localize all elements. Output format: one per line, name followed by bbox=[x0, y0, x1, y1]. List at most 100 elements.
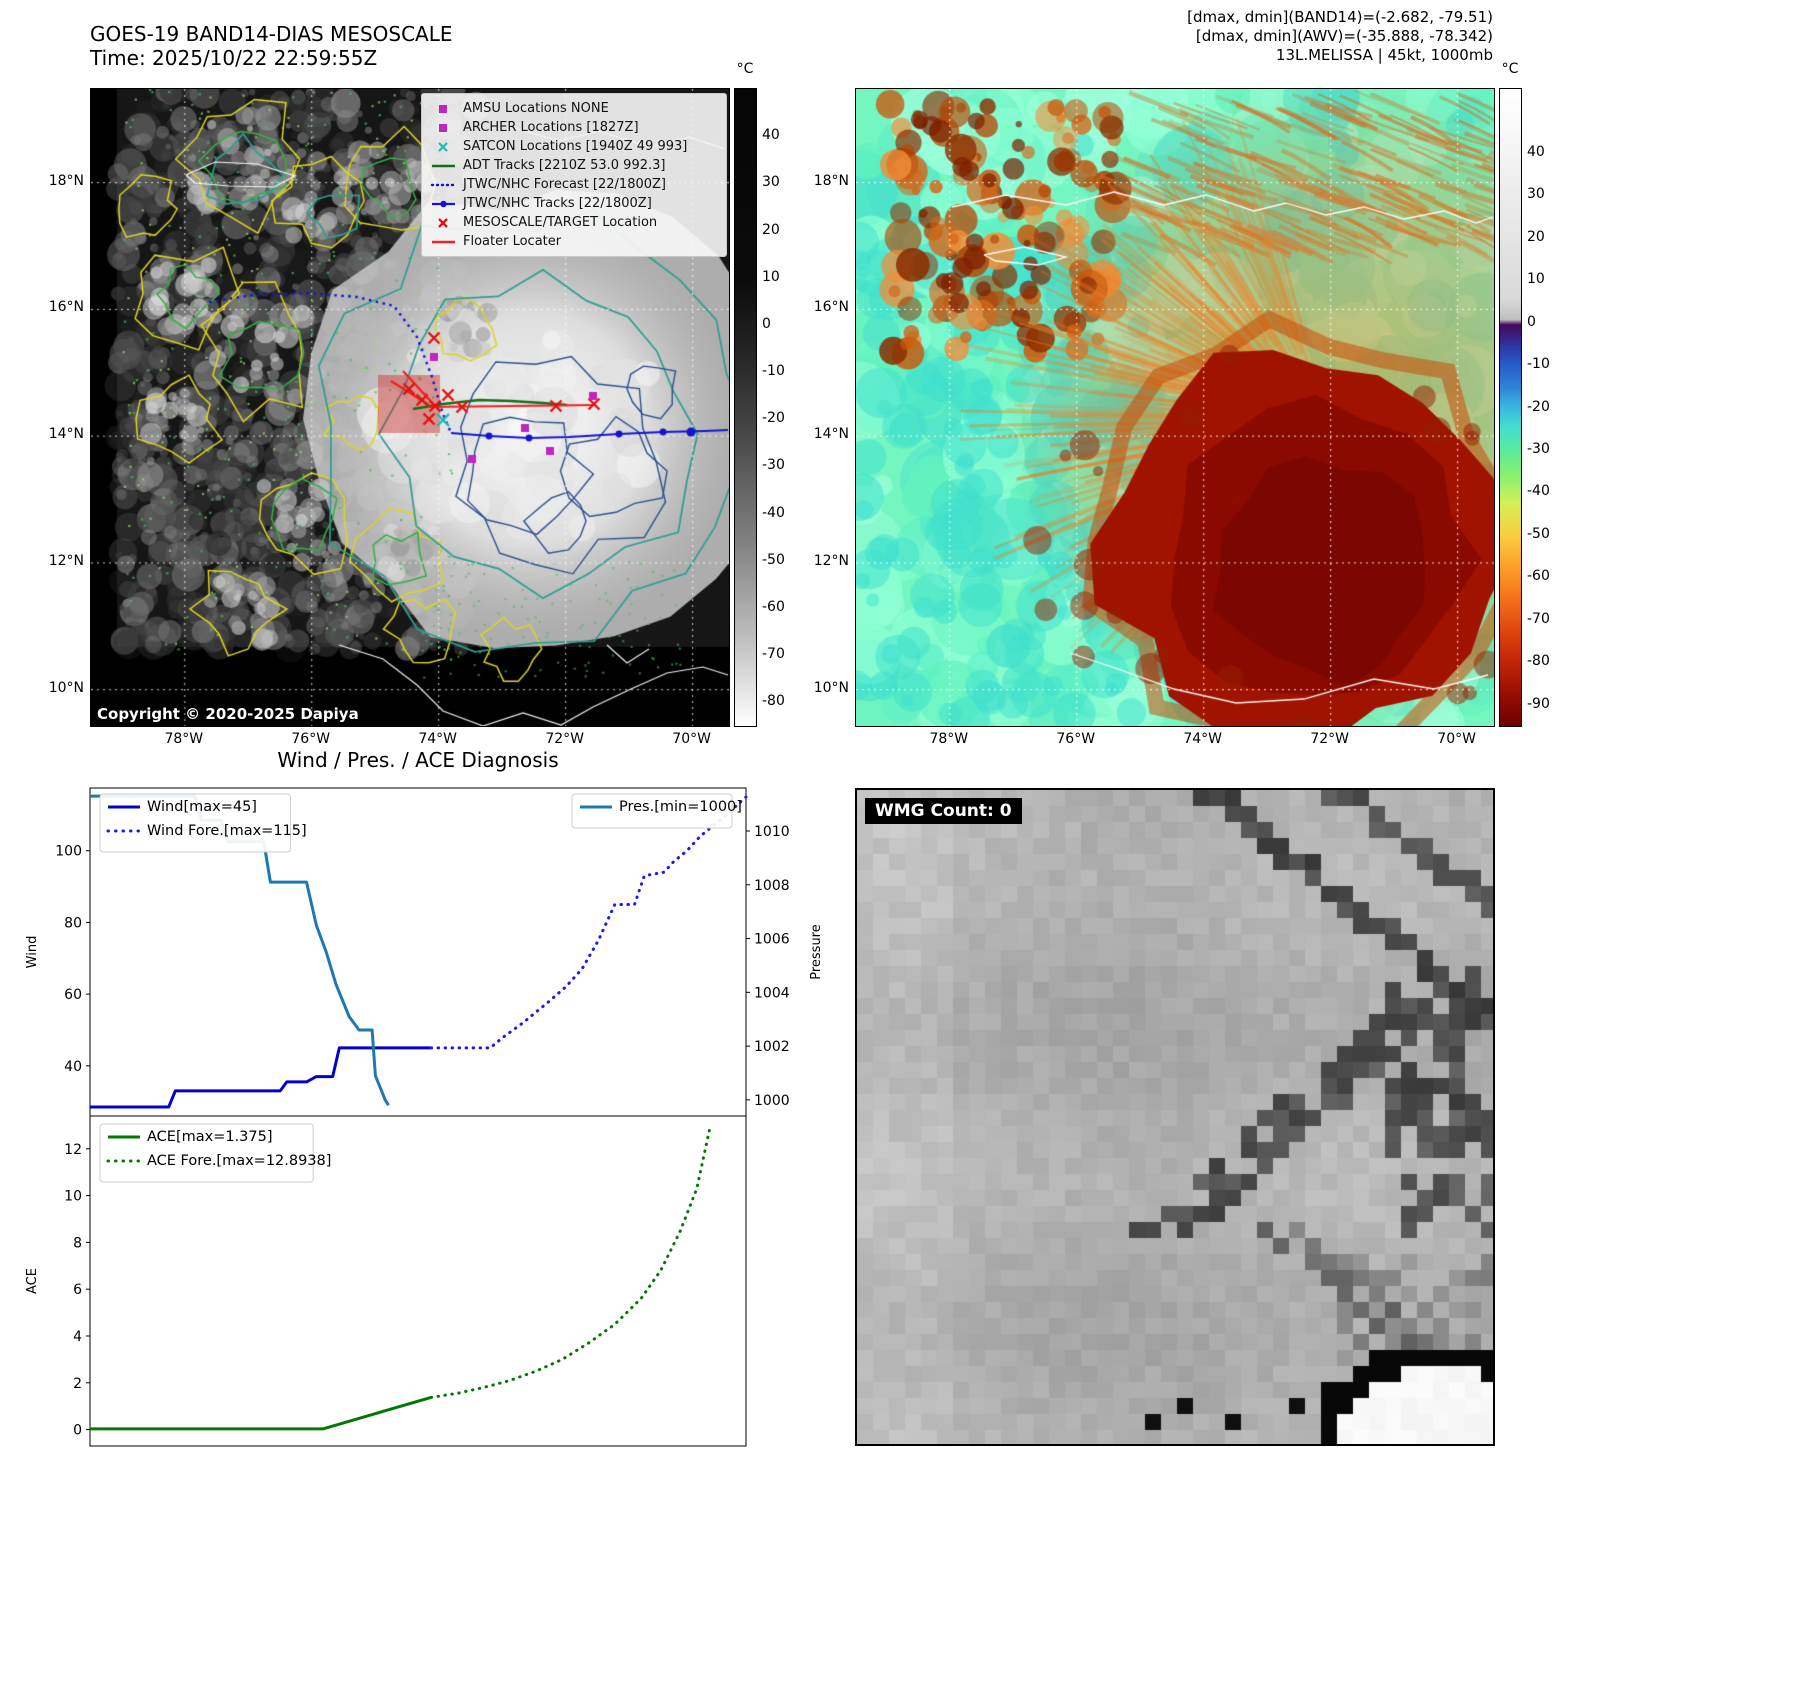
legend-item-amsu: AMSU Locations NONE bbox=[428, 99, 720, 118]
colorbar-tick-label: 0 bbox=[762, 315, 771, 332]
legend-label: JTWC/NHC Tracks [22/1800Z] bbox=[463, 196, 652, 211]
colorbar-tick-label: 30 bbox=[1527, 186, 1545, 203]
y2-tick-label: 1010 bbox=[754, 824, 790, 840]
forecast-dotted-icon bbox=[430, 183, 457, 186]
legend-label: ACE[max=1.375] bbox=[147, 1129, 273, 1145]
y-tick-label: 12 bbox=[64, 1142, 82, 1158]
awv-satellite-image bbox=[856, 89, 1494, 726]
colorbar-tick-label: -80 bbox=[1527, 653, 1550, 670]
legend-item-tracks: JTWC/NHC Tracks [22/1800Z] bbox=[428, 194, 720, 213]
band14-map-legend: AMSU Locations NONE ARCHER Locations [18… bbox=[421, 93, 727, 257]
floater-line-icon bbox=[432, 240, 455, 243]
colorbar-unit-label: °C bbox=[736, 61, 754, 77]
y-tick-label: 100 bbox=[55, 844, 82, 860]
legend-label: JTWC/NHC Forecast [22/1800Z] bbox=[463, 177, 666, 192]
y-tick-label: 10 bbox=[64, 1189, 82, 1205]
colorbar-tick-label: -50 bbox=[762, 551, 785, 568]
adt-line-icon bbox=[432, 164, 455, 167]
colorbar-tick-label: -90 bbox=[1527, 695, 1550, 712]
legend-item-archer: ARCHER Locations [1827Z] bbox=[428, 118, 720, 137]
y-tick-label: 60 bbox=[64, 987, 82, 1003]
awv-map-panel bbox=[855, 88, 1495, 727]
lon-tick-label: 70°W bbox=[672, 731, 711, 747]
legend-label: Floater Locater bbox=[463, 234, 562, 249]
y2-tick-label: 1008 bbox=[754, 878, 790, 894]
satcon-marker-icon bbox=[438, 141, 448, 152]
lon-tick-label: 76°W bbox=[291, 731, 331, 747]
y-axis-label: Wind bbox=[25, 936, 40, 969]
target-x-icon bbox=[438, 217, 448, 228]
lat-tick-label: 14°N bbox=[813, 426, 849, 443]
lon-tick-label: 72°W bbox=[1310, 731, 1349, 747]
dmax-dmin-awv: [dmax, dmin](AWV)=(-35.888, -78.342) bbox=[1195, 27, 1493, 45]
series-line bbox=[90, 1395, 432, 1431]
colorbar-tick-label: -20 bbox=[1527, 398, 1550, 415]
colorbar-tick-label: -60 bbox=[762, 599, 785, 616]
lon-tick-label: 70°W bbox=[1437, 731, 1476, 747]
legend-label: Pres.[min=1000] bbox=[619, 799, 742, 815]
colorbar-unit-label: °C bbox=[1501, 61, 1519, 77]
diagnosis-title: Wind / Pres. / ACE Diagnosis bbox=[277, 748, 559, 772]
lon-tick-label: 72°W bbox=[545, 731, 584, 747]
legend-label: ACE Fore.[max=12.8938] bbox=[147, 1153, 331, 1169]
colorbar-tick-label: -10 bbox=[762, 363, 785, 380]
y-tick-label: 8 bbox=[73, 1235, 82, 1251]
lat-tick-label: 16°N bbox=[48, 299, 84, 316]
series-line bbox=[429, 1126, 712, 1399]
storm-id-intensity: 13L.MELISSA | 45kt, 1000mb bbox=[1275, 46, 1493, 64]
colorbar-tick-label: -70 bbox=[762, 646, 785, 663]
wmg-image bbox=[857, 790, 1493, 1444]
lon-tick-label: 74°W bbox=[1183, 731, 1223, 747]
legend-label: MESOSCALE/TARGET Location bbox=[463, 215, 658, 230]
ace-chart: 0 2 4 6 8 10 12 ACE ACE[max=1.375] ACE Fore.[max=… bbox=[25, 1115, 747, 1447]
wmg-count-badge: WMG Count: 0 bbox=[865, 798, 1022, 824]
legend-label: ADT Tracks [2210Z 53.0 992.3] bbox=[463, 158, 666, 173]
y-tick-label: 0 bbox=[73, 1423, 82, 1439]
legend-label: SATCON Locations [1940Z 49 993] bbox=[463, 139, 688, 154]
lat-tick-label: 12°N bbox=[813, 552, 849, 569]
colorbar bbox=[1499, 88, 1522, 727]
y-tick-label: 80 bbox=[64, 915, 82, 931]
colorbar-tick-label: -60 bbox=[1527, 568, 1550, 585]
y2-tick-label: 1002 bbox=[754, 1039, 790, 1055]
chart-legend bbox=[571, 793, 733, 829]
archer-marker-icon bbox=[439, 123, 447, 132]
legend-label: ARCHER Locations [1827Z] bbox=[463, 120, 639, 135]
y-tick-label: 4 bbox=[73, 1329, 82, 1345]
colorbar-tick-label: 30 bbox=[762, 174, 780, 191]
lat-tick-label: 18°N bbox=[813, 172, 849, 189]
colorbar-tick-label: -40 bbox=[762, 504, 785, 521]
colorbar-tick-label: 20 bbox=[1527, 228, 1545, 245]
colorbar-tick-label: -40 bbox=[1527, 483, 1550, 500]
dmax-dmin-band14: [dmax, dmin](BAND14)=(-2.682, -79.51) bbox=[1187, 8, 1493, 26]
lat-tick-label: 18°N bbox=[48, 172, 84, 189]
legend-label: AMSU Locations NONE bbox=[463, 101, 609, 116]
colorbar-tick-label: 0 bbox=[1527, 313, 1536, 330]
colorbar-tick-label: -80 bbox=[762, 693, 785, 710]
track-line-icon bbox=[432, 200, 455, 207]
lat-tick-label: 10°N bbox=[813, 679, 849, 696]
lon-tick-label: 76°W bbox=[1056, 731, 1096, 747]
colorbar-tick-label: 40 bbox=[1527, 143, 1545, 160]
series-line bbox=[90, 1046, 432, 1109]
colorbar-tick-label: -70 bbox=[1527, 610, 1550, 627]
y2-tick-label: 1004 bbox=[754, 985, 790, 1001]
lon-tick-label: 78°W bbox=[929, 731, 969, 747]
colorbar-tick-label: 10 bbox=[1527, 271, 1545, 288]
lat-tick-label: 10°N bbox=[48, 679, 84, 696]
band14-title: GOES-19 BAND14-DIAS MESOSCALE bbox=[90, 22, 453, 46]
legend-item-floater: Floater Locater bbox=[428, 232, 720, 251]
colorbar-tick-label: -30 bbox=[1527, 440, 1550, 457]
y-tick-label: 6 bbox=[73, 1282, 82, 1298]
colorbar-tick-label: -30 bbox=[762, 457, 785, 474]
colorbar-tick-label: -20 bbox=[762, 410, 785, 427]
lat-tick-label: 12°N bbox=[48, 552, 84, 569]
chart-legend bbox=[99, 793, 291, 853]
copyright-watermark: Copyright © 2020-2025 Dapiya bbox=[97, 705, 359, 723]
awv-header: [dmax, dmin](BAND14)=(-2.682, -79.51) [d… bbox=[893, 8, 1493, 65]
y-tick-label: 2 bbox=[73, 1376, 82, 1392]
y-tick-label: 40 bbox=[64, 1059, 82, 1075]
legend-item-satcon: SATCON Locations [1940Z 49 993] bbox=[428, 137, 720, 156]
chart-legend bbox=[99, 1123, 314, 1183]
colorbar bbox=[734, 88, 757, 727]
